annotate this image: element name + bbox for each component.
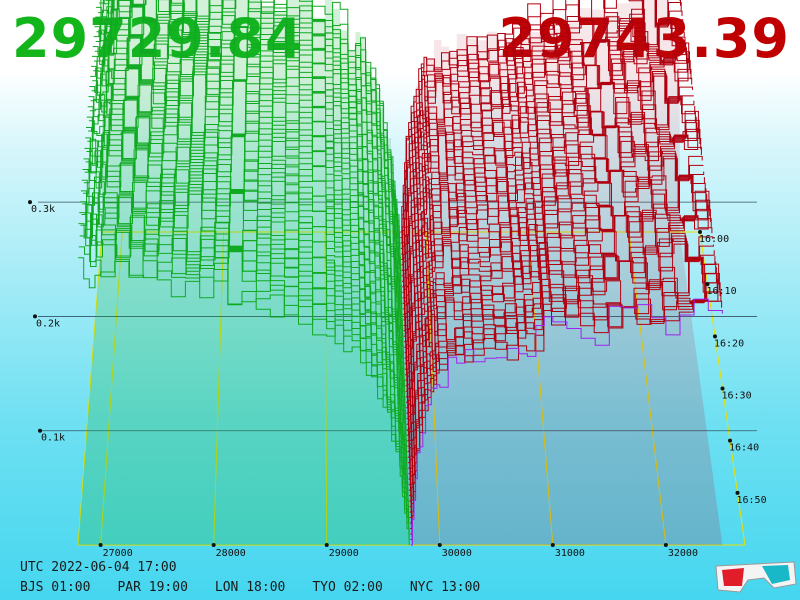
depth-lines [78, 0, 723, 546]
time-tick-marker [713, 334, 717, 339]
price-tick-label: 30000 [442, 548, 472, 559]
price-tick-marker [550, 543, 555, 547]
volume-tick-label: 0.3k [31, 204, 55, 215]
price-tick-label: 29000 [329, 548, 359, 559]
zone-bjs: BJS 01:00 [20, 580, 91, 595]
price-tick-marker [324, 543, 329, 547]
ask-depth-line [410, 298, 723, 546]
price-tick-label: 31000 [555, 548, 585, 559]
time-tick-label: 16:10 [707, 286, 737, 297]
ask-depth-line [402, 42, 690, 299]
volume-tick-label: 0.2k [36, 318, 60, 329]
axis-labels: 27000 28000 29000 30000 31000 32000 0.1k 0.2k 0.… [28, 200, 767, 559]
time-tick-label: 16:40 [729, 443, 759, 454]
time-tick-marker [705, 282, 710, 287]
time-tick-label: 16:50 [737, 495, 767, 506]
time-tick-label: 16:30 [722, 391, 752, 402]
ask-depth-line [406, 155, 705, 409]
ask-depth-line [406, 174, 708, 431]
volume-tick-marker [33, 314, 37, 319]
ask-depth-line [407, 208, 711, 458]
price-tick-label: 32000 [668, 548, 698, 559]
zone-lon: LON 18:00 [214, 580, 286, 595]
time-tick-marker [720, 386, 725, 391]
ask-depth-line [408, 215, 713, 469]
zone-tyo: TYO 02:00 [312, 580, 383, 595]
price-tick-label: 27000 [103, 548, 133, 559]
price-tick-label: 28000 [216, 548, 246, 559]
time-tick-label: 16:00 [699, 234, 729, 245]
ask-depth-line [408, 238, 715, 486]
3d-glasses-icon[interactable] [712, 556, 798, 596]
ask-depth-line [404, 90, 696, 343]
ask-depth-line [402, 57, 691, 310]
time-tick-label: 16:20 [714, 338, 744, 349]
price-tick-marker [211, 543, 216, 547]
time-tick-marker [728, 438, 732, 443]
world-clocks: BJS 01:00 PAR 19:00 LON 18:00 TYO 02:00 … [20, 580, 507, 595]
zone-par: PAR 19:00 [117, 580, 188, 595]
ask-depth-line [404, 111, 699, 365]
zone-nyc: NYC 13:00 [409, 580, 481, 595]
bid-depth-fill [78, 0, 410, 545]
ask-depth-line [407, 190, 710, 447]
ask-depth-line [410, 291, 722, 535]
ask-depth-line [409, 278, 719, 513]
ask-depth-line [400, 0, 682, 244]
ask-depth-line [409, 243, 717, 497]
ask-depth-line [408, 231, 714, 475]
ask-depth-line [410, 299, 723, 540]
price-tick-marker [437, 543, 442, 547]
volume-tick-marker [38, 428, 42, 433]
time-tick-marker [735, 490, 740, 495]
volume-tick-label: 0.1k [41, 433, 65, 444]
ask-depth-line [406, 169, 706, 420]
ask-depth-line [406, 151, 704, 403]
bid-depth-line [118, 0, 402, 287]
ask-depth-line [402, 39, 688, 288]
bid-depth-line [78, 223, 410, 540]
price-tick-marker [663, 543, 668, 547]
price-tick-marker [98, 543, 103, 547]
volume-tick-marker [28, 200, 32, 205]
bid-depth-line [78, 243, 410, 545]
utc-time: UTC 2022-06-04 17:00 [20, 560, 177, 575]
ask-depth-line [403, 73, 693, 326]
ask-depth-line [405, 134, 702, 392]
time-tick-marker [698, 230, 702, 234]
